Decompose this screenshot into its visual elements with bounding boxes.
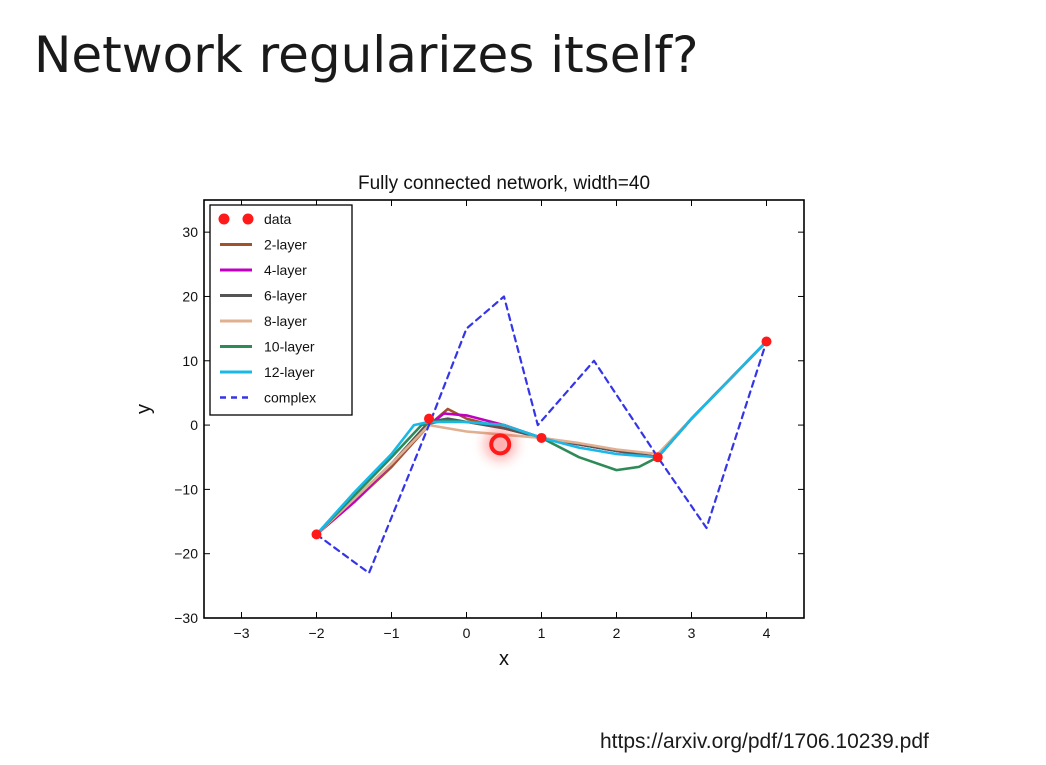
data-point [761,336,772,347]
legend-label: 4-layer [264,262,307,278]
slide-title: Network regularizes itself? [34,26,699,84]
x-axis-label: x [499,648,509,670]
line-chart: Fully connected network, width=40 −3 −2 −1… [133,173,805,670]
data-point [652,452,663,463]
data-point [536,432,547,443]
data-point [424,413,434,424]
y-tick-label: −20 [174,546,198,562]
legend: data 2-layer 4-layer 6-layer 8-layer 10-layer… [209,204,353,416]
legend-label: 10-layer [264,339,315,355]
data-point [311,529,322,540]
y-tick-label: −10 [174,481,198,497]
x-tick-label: −2 [309,625,325,641]
y-tick-label: −30 [174,610,198,626]
legend-box [209,204,353,416]
legend-label: 2-layer [264,237,307,253]
x-tick-label: 4 [763,625,771,641]
source-link[interactable]: https://arxiv.org/pdf/1706.10239.pdf [600,730,929,753]
x-tick-label: 3 [688,625,696,641]
legend-label: 12-layer [264,364,315,380]
highlight-glow [484,428,517,461]
legend-label: 6-layer [264,288,307,304]
x-tick-label: −1 [384,625,400,641]
y-tick-label: 10 [182,353,198,369]
plot-frame [203,199,805,619]
legend-label: data [264,211,291,227]
data-point-highlighted [489,433,512,456]
chart-title: Fully connected network, width=40 [358,173,650,194]
y-tick-label: 30 [182,224,198,240]
series-line-complex [315,295,768,575]
legend-label: complex [264,390,316,406]
legend-marker-data [218,213,230,225]
y-axis-label: y [133,404,155,414]
y-tick-label: 20 [182,288,198,304]
x-tick-label: 0 [463,625,471,641]
series-line-12-layer [315,340,768,536]
x-tick-label: −3 [234,625,250,641]
x-tick-label: 2 [613,625,621,641]
x-tick-label: 1 [538,625,546,641]
y-tick-label: 0 [190,417,198,433]
legend-label: 8-layer [264,313,307,329]
legend-marker-data [242,213,254,225]
